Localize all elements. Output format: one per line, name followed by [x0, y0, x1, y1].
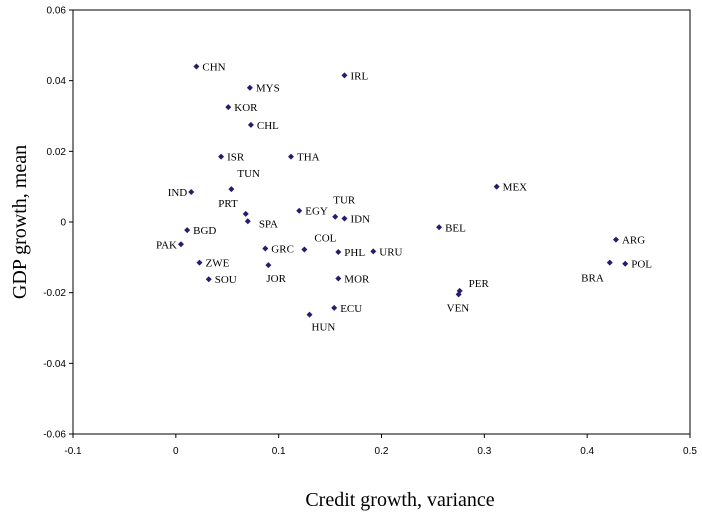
x-tick-label: -0.1 [64, 446, 82, 457]
data-point-marker [436, 224, 443, 231]
y-axis-title: GDP growth, mean [9, 145, 31, 299]
data-point-label: PHL [344, 247, 365, 259]
data-point-marker [196, 259, 203, 266]
data-point-label: CHN [202, 62, 225, 74]
data-point-marker [296, 207, 303, 214]
data-point-label: JOR [266, 273, 286, 285]
data-point-marker [622, 260, 629, 267]
plot-area [72, 9, 691, 435]
x-tick-label: 0.5 [683, 446, 697, 457]
y-axis-ticks: 0.06 0.04 0.02 0 -0.02 -0.04 -0.06 [43, 6, 73, 441]
data-point-marker [288, 153, 295, 160]
x-axis-title: Credit growth, variance [305, 489, 494, 511]
data-point-label: ISR [227, 152, 245, 164]
data-point-label: PER [469, 278, 490, 290]
x-tick-label: 0.2 [375, 446, 389, 457]
data-point-marker [205, 276, 212, 283]
data-point-marker [301, 246, 308, 253]
data-point-marker [455, 291, 462, 298]
x-tick-label: 0.4 [580, 446, 594, 457]
data-point-marker [332, 213, 339, 220]
data-point-label: PAK [156, 239, 177, 251]
data-point-marker [177, 241, 184, 248]
x-axis-ticks: -0.1 0 0.1 0.2 0.3 0.4 0.5 [64, 434, 697, 457]
data-point-label: ECU [340, 303, 362, 315]
data-point-label: MOR [344, 274, 370, 286]
data-point-marker [370, 248, 377, 255]
data-point-marker [341, 72, 348, 79]
data-point-marker [225, 104, 232, 111]
x-tick-label: 0 [173, 446, 179, 457]
y-tick-label: 0.02 [47, 147, 67, 158]
data-point-label: TUN [237, 168, 260, 180]
data-point-label: GRC [271, 244, 294, 256]
data-point-marker [335, 275, 342, 282]
data-point-label: ZWE [205, 258, 229, 270]
data-point-marker [193, 63, 200, 70]
data-point-marker [341, 215, 348, 222]
data-point-label: VEN [447, 302, 470, 314]
data-point-label: IND [168, 187, 188, 199]
data-point-marker [493, 183, 500, 190]
x-tick-label: 0.3 [477, 446, 491, 457]
data-point-marker [612, 236, 619, 243]
data-point-label: KOR [234, 102, 258, 114]
data-point-marker [244, 218, 251, 225]
data-point-marker [331, 304, 338, 311]
data-point-marker [262, 245, 269, 252]
data-point-label: BRA [581, 273, 604, 285]
data-point-marker [228, 186, 235, 193]
data-point-label: PRT [218, 198, 238, 210]
data-point-label: IRL [350, 70, 368, 82]
data-point-label: URU [379, 246, 402, 258]
data-point-label: MEX [503, 182, 528, 194]
data-point-label: CHL [257, 120, 279, 132]
data-point-label: EGY [305, 206, 328, 218]
data-point-label: TUR [333, 195, 356, 207]
y-tick-label: 0 [60, 218, 66, 229]
data-point-label: HUN [312, 322, 336, 334]
data-point-label: THA [297, 152, 320, 164]
data-point-label: IDN [350, 213, 370, 225]
data-point-label: MYS [256, 83, 280, 95]
data-point-marker [246, 84, 253, 91]
y-tick-label: 0.06 [47, 6, 67, 17]
data-point-label: SPA [259, 218, 278, 230]
data-point-marker [242, 210, 249, 217]
data-point-label: SOU [215, 274, 237, 286]
data-point-label: COL [314, 233, 336, 245]
x-tick-label: 0.1 [272, 446, 286, 457]
data-point-marker [188, 188, 195, 195]
y-tick-label: -0.04 [43, 359, 66, 370]
data-point-label: BGD [193, 225, 216, 237]
data-point-marker [247, 121, 254, 128]
y-tick-label: -0.06 [43, 430, 66, 441]
data-point-marker [335, 249, 342, 256]
data-point-label: BEL [445, 222, 466, 234]
y-tick-label: 0.04 [47, 76, 67, 87]
data-point-label: ARG [622, 235, 645, 247]
data-points: CHN IRL MYS KOR CHL ISR THA TUN IND MEX TUR EGY PRT I… [156, 62, 652, 334]
data-point-marker [184, 227, 191, 234]
y-tick-label: -0.02 [43, 288, 66, 299]
data-point-marker [606, 259, 613, 266]
data-point-label: POL [631, 259, 652, 271]
data-point-marker [306, 311, 313, 318]
data-point-marker [265, 262, 272, 269]
data-point-marker [218, 153, 225, 160]
